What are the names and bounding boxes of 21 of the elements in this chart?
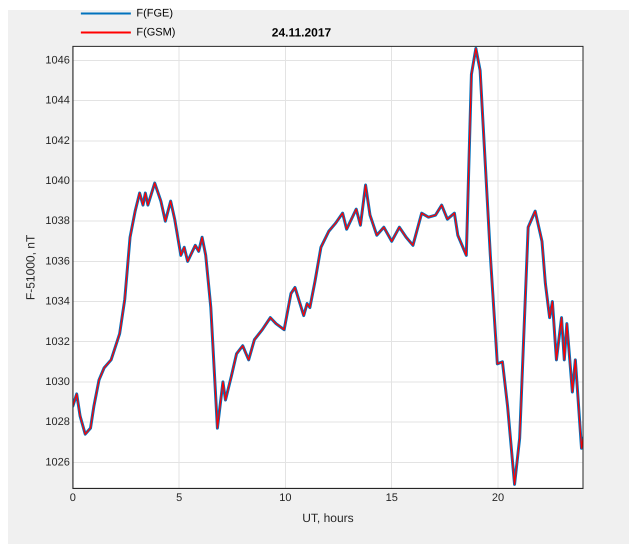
y-axis-title: F-51000, nT — [24, 234, 38, 300]
x-tick-label: 5 — [176, 492, 182, 504]
y-tick-label: 1036 — [45, 255, 70, 268]
y-tick-label: 1030 — [45, 376, 70, 388]
x-tick-label: 20 — [492, 492, 504, 504]
chart-title: 24.11.2017 — [272, 26, 332, 40]
y-tick-label: 1032 — [45, 336, 70, 348]
legend-label: F(GSM) — [136, 26, 176, 39]
y-tick-label: 1040 — [45, 175, 70, 188]
y-tick-label: 1046 — [45, 54, 70, 66]
y-tick-label: 1034 — [45, 296, 70, 308]
y-tick-label: 1038 — [45, 215, 70, 228]
y-tick-label: 1026 — [45, 456, 70, 468]
y-tick-label: 1044 — [45, 94, 70, 107]
legend-label: F(FGE) — [136, 8, 174, 20]
x-tick-label: 0 — [70, 492, 76, 504]
y-tick-label: 1042 — [45, 134, 70, 147]
y-tick-label: 1028 — [45, 416, 70, 428]
x-tick-label: 15 — [386, 492, 398, 504]
x-tick-label: 10 — [279, 492, 292, 504]
x-axis-title: UT, hours — [302, 511, 354, 526]
